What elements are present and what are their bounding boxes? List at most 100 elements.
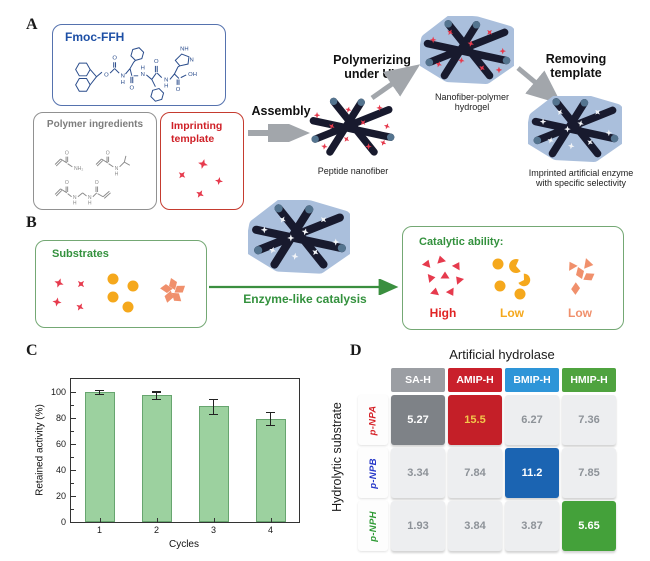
row-label-text: p-NPA <box>367 405 379 435</box>
heatmap-cell: 3.34 <box>391 448 445 498</box>
column-header-AMIP-H: AMIP-H <box>448 368 502 392</box>
heatmap-cell: 15.5 <box>448 395 502 445</box>
y-axis-tick <box>71 509 74 510</box>
imprinting-template-box: Imprinting template <box>160 112 244 210</box>
error-bar <box>212 398 215 415</box>
heatmap-cell: 5.27 <box>391 395 445 445</box>
bar-cycle-2 <box>141 395 172 522</box>
atom-label: NH₂ <box>74 166 83 172</box>
salmon-pinwheel <box>159 278 187 305</box>
atom-label: N <box>190 57 194 63</box>
peptide-nanofiber-caption: Peptide nanofiber <box>317 166 389 176</box>
y-tick-label: 20 <box>55 491 66 501</box>
panel-b-label: B <box>26 214 37 231</box>
heatmap-cell: 7.84 <box>448 448 502 498</box>
x-axis-tick <box>156 518 158 522</box>
column-header-SA-H: SA-H <box>391 368 445 392</box>
catalysis-arrow <box>209 279 399 295</box>
catalytic-ability-title: Catalytic ability: <box>419 236 504 248</box>
peptide-nanofiber-illustration <box>306 96 398 162</box>
error-bar-cap <box>152 391 161 393</box>
polymer-ingredients-box: Polymer ingredients O NH₂ O N H O N H N … <box>33 112 157 210</box>
substrates-shapes <box>51 273 187 313</box>
heatmap-row-axis-label: Hydrolytic substrate <box>330 402 344 512</box>
polymer-structures-drawing: O NH₂ O N H O N H N H O <box>54 150 131 207</box>
heatmap-title: Artificial hydrolase <box>449 347 555 362</box>
y-axis-tick <box>71 392 76 393</box>
error-bar-cap <box>152 399 161 401</box>
atom-label: O <box>130 85 135 91</box>
x-tick-label: 1 <box>96 525 102 535</box>
product-fragments-salmon <box>565 258 596 296</box>
nanofiber-polymer-hydrogel-illustration <box>420 16 514 90</box>
assembly-label: Assembly <box>251 104 311 118</box>
y-tick-label: 0 <box>60 517 66 527</box>
atom-label: O <box>65 180 69 186</box>
row-label-text: p-NPB <box>367 457 379 489</box>
error-bar <box>155 391 158 400</box>
atom-label: H <box>88 201 92 207</box>
atom-label: O <box>104 73 109 79</box>
fmoc-ffh-box: Fmoc-FFH O O N H O H N O N H OH N NH O <box>52 24 226 106</box>
atom-label: NH <box>180 46 189 52</box>
polymer-ingredients-title: Polymer ingredients <box>46 119 144 130</box>
y-axis-tick <box>71 483 74 484</box>
panel-c-label: C <box>26 342 38 359</box>
atom-label: N <box>115 166 119 172</box>
panel-d-label: D <box>350 342 362 359</box>
template-stars <box>176 157 224 200</box>
removing-template-arrow <box>516 66 562 105</box>
heatmap-corner <box>358 368 388 392</box>
fmoc-ffh-structure-drawing: O O N H O H N O N H OH N NH O <box>75 46 197 102</box>
bar-cycle-1 <box>84 392 115 522</box>
y-tick-label: 60 <box>55 439 66 449</box>
x-tick-label: 3 <box>210 525 216 535</box>
y-axis-tick <box>71 418 76 419</box>
atom-label: N <box>164 77 168 83</box>
polymerizing-arrow <box>370 64 421 101</box>
x-tick-label: 2 <box>153 525 159 535</box>
atom-label: O <box>95 180 99 186</box>
error-bar-cap <box>209 414 218 416</box>
y-axis-tick <box>71 431 74 432</box>
atom-label: O <box>112 56 117 62</box>
assembly-arrow <box>248 124 310 142</box>
atom-label: N <box>121 74 125 80</box>
atom-label: H <box>115 172 119 178</box>
error-bar-cap <box>95 390 104 392</box>
error-bar-cap <box>266 412 275 414</box>
atom-label: O <box>176 87 181 93</box>
error-bar <box>98 390 101 394</box>
atom-label: H <box>73 201 77 207</box>
heatmap-cell: 1.93 <box>391 501 445 551</box>
heatmap-cell: 7.85 <box>562 448 616 498</box>
hydrogel-caption: Nanofiber-polymer hydrogel <box>434 92 510 113</box>
atom-label: N <box>88 195 92 201</box>
x-axis-label: Cycles <box>168 539 199 550</box>
y-axis-tick <box>71 444 76 445</box>
result-label-low-salmon: Low <box>568 306 592 320</box>
imprinted-enzyme-caption: Imprinted artificial enzyme with specifi… <box>528 168 634 189</box>
substrates-box: Substrates <box>35 240 207 328</box>
atom-label: O <box>106 150 110 156</box>
row-label-text: p-NPH <box>367 510 379 542</box>
removing-template-label: Removing template <box>545 52 607 81</box>
y-axis-tick <box>71 405 74 406</box>
y-axis-tick <box>71 496 76 497</box>
y-axis-tick <box>71 470 76 471</box>
y-axis-label: Retained activity (%) <box>34 404 46 496</box>
atom-label: OH <box>188 72 197 78</box>
heatmap-cell: 6.27 <box>505 395 559 445</box>
column-header-HMIP-H: HMIP-H <box>562 368 616 392</box>
atom-label: H <box>141 65 145 71</box>
row-label-p-NPB: p-NPB <box>358 448 388 498</box>
atom-label: H <box>164 84 168 90</box>
y-axis-tick <box>71 457 74 458</box>
heatmap-cell: 7.36 <box>562 395 616 445</box>
fmoc-ffh-title: Fmoc-FFH <box>65 30 125 44</box>
y-tick-label: 100 <box>50 387 66 397</box>
error-bar <box>269 412 272 426</box>
imprinting-template-title: Imprinting template <box>171 120 223 145</box>
bar-cycle-3 <box>198 406 229 522</box>
column-header-BMIP-H: BMIP-H <box>505 368 559 392</box>
